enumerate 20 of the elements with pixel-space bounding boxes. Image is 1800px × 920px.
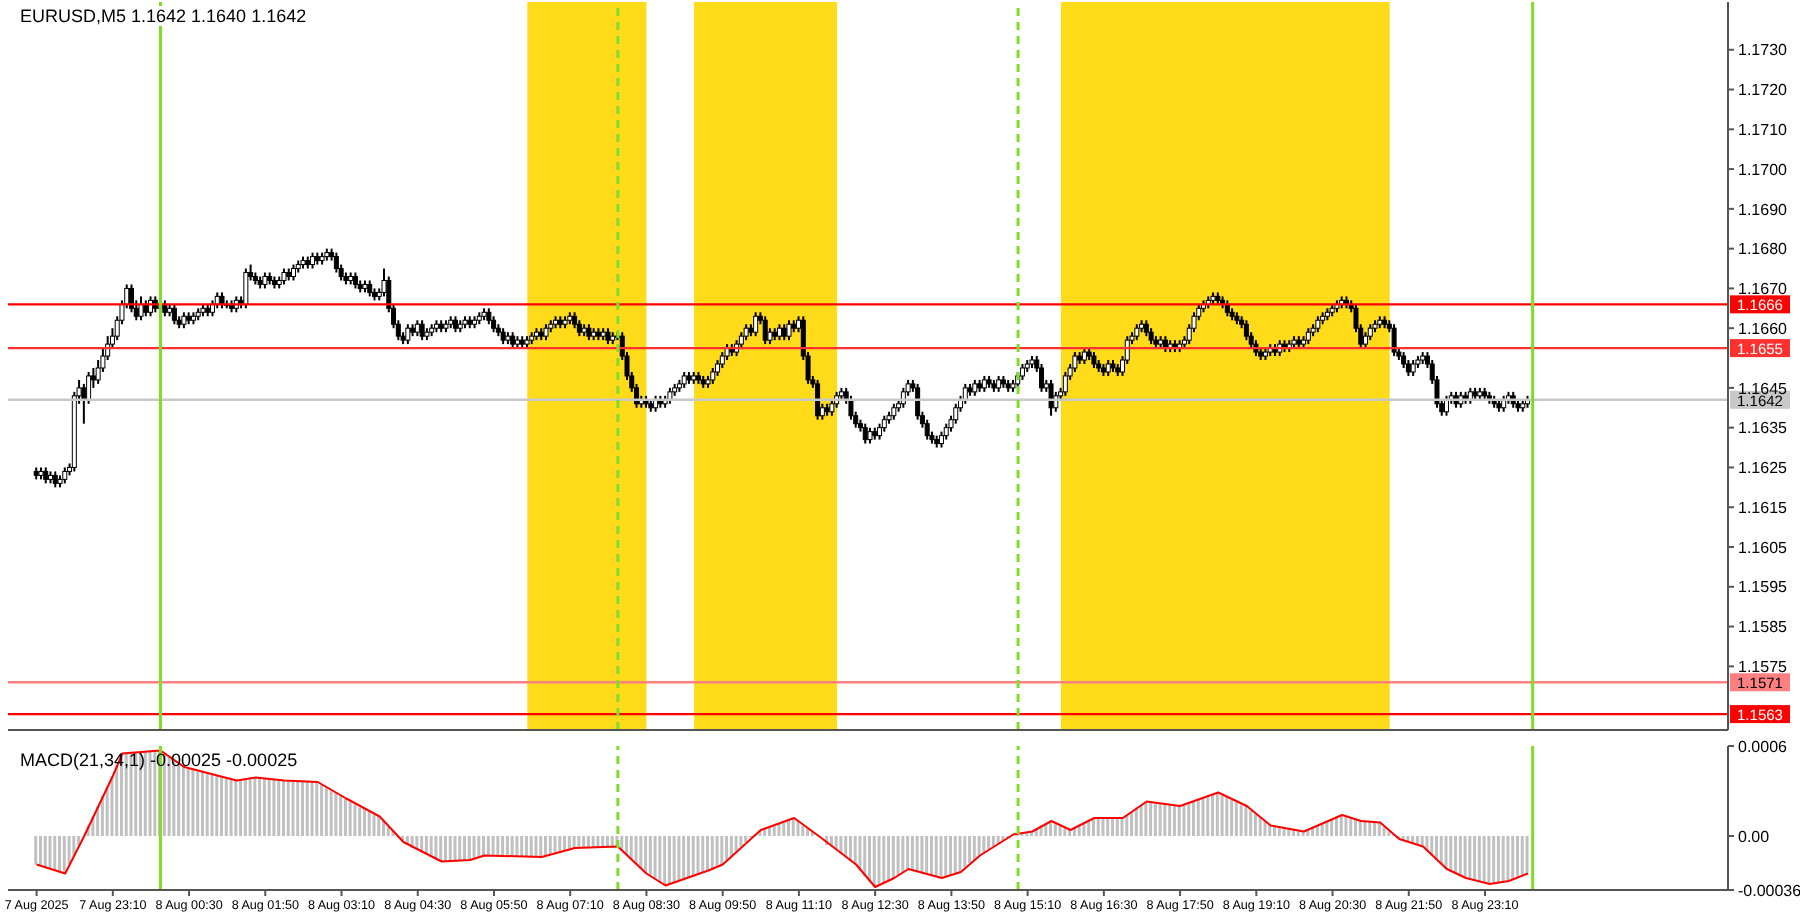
y-tick-label: 1.1670 xyxy=(1738,280,1789,299)
y-tick-label: 1.1645 xyxy=(1738,379,1789,398)
y-tick-label: 1.1720 xyxy=(1738,81,1789,100)
y-tick-label: 1.1700 xyxy=(1738,160,1789,179)
y-tick-label: 1.1585 xyxy=(1738,618,1789,637)
y-tick-label: -0.00036 xyxy=(1738,881,1800,900)
y-tick-label: 0.00 xyxy=(1738,827,1771,846)
y-tick-label: 1.1660 xyxy=(1738,319,1789,338)
y-tick-label: 1.1575 xyxy=(1738,658,1789,677)
chart-title: EURUSD,M5 1.1642 1.1640 1.1642 xyxy=(16,6,311,26)
y-tick-label: 1.1615 xyxy=(1738,498,1789,517)
y-tick-label: 1.1605 xyxy=(1738,538,1789,557)
y-tick-label: 1.1635 xyxy=(1738,419,1789,438)
y-tick-label: 1.1690 xyxy=(1738,200,1789,219)
y-tick-label: 0.0006 xyxy=(1738,737,1789,756)
y-tick-label: 1.1680 xyxy=(1738,240,1789,259)
y-tick-label: 1.1730 xyxy=(1738,41,1789,60)
y-tick-label: 1.1595 xyxy=(1738,578,1789,597)
y-tick-label: 1.1710 xyxy=(1738,120,1789,139)
y-tick-label: 1.1625 xyxy=(1738,459,1789,478)
